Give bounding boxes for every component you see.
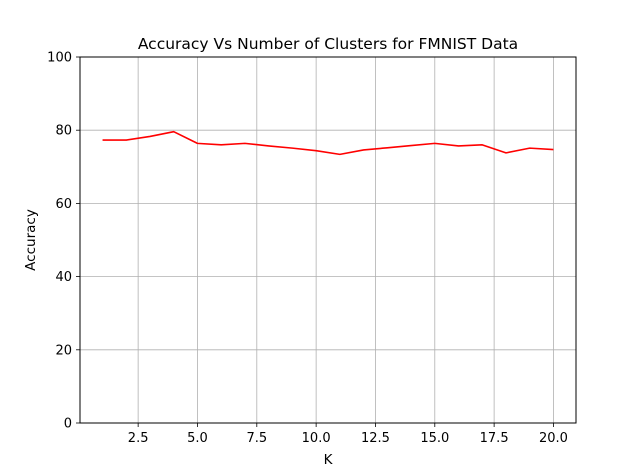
y-axis-label: Accuracy (23, 209, 39, 271)
x-tick-label: 20.0 (539, 431, 568, 446)
y-tick-label: 20 (55, 343, 72, 358)
y-tick-label: 100 (47, 51, 72, 66)
x-axis-label: K (324, 452, 334, 468)
x-axis-ticks: 2.5 5.0 7.5 10.0 12.5 15.0 17.5 20.0 (128, 423, 568, 446)
plot-area (80, 57, 576, 423)
y-tick-label: 40 (55, 270, 72, 285)
x-tick-label: 10.0 (302, 431, 331, 446)
x-tick-label: 12.5 (361, 431, 390, 446)
plot-frame (79, 56, 577, 424)
x-tick-label: 5.0 (187, 431, 208, 446)
x-tick-label: 7.5 (246, 431, 267, 446)
series-layer (102, 130, 554, 156)
chart-title: Accuracy Vs Number of Clusters for FMNIS… (138, 35, 518, 53)
x-tick-label: 2.5 (128, 431, 149, 446)
x-tick-label: 15.0 (420, 431, 449, 446)
accuracy-series-line (102, 130, 554, 156)
y-axis-ticks: 0 20 40 60 80 100 (47, 51, 80, 432)
y-tick-label: 80 (55, 124, 72, 139)
y-tick-label: 60 (55, 197, 72, 212)
x-tick-label: 17.5 (480, 431, 509, 446)
y-tick-label: 0 (64, 417, 72, 432)
